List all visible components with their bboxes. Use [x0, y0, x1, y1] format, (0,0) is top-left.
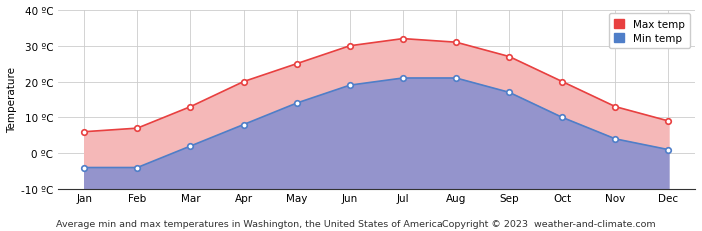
- Text: Average min and max temperatures in Washington, the United States of America: Average min and max temperatures in Wash…: [56, 219, 443, 228]
- Legend: Max temp, Min temp: Max temp, Min temp: [609, 14, 690, 49]
- Y-axis label: Temperature: Temperature: [7, 67, 17, 133]
- Text: Copyright © 2023  weather-and-climate.com: Copyright © 2023 weather-and-climate.com: [442, 219, 656, 228]
